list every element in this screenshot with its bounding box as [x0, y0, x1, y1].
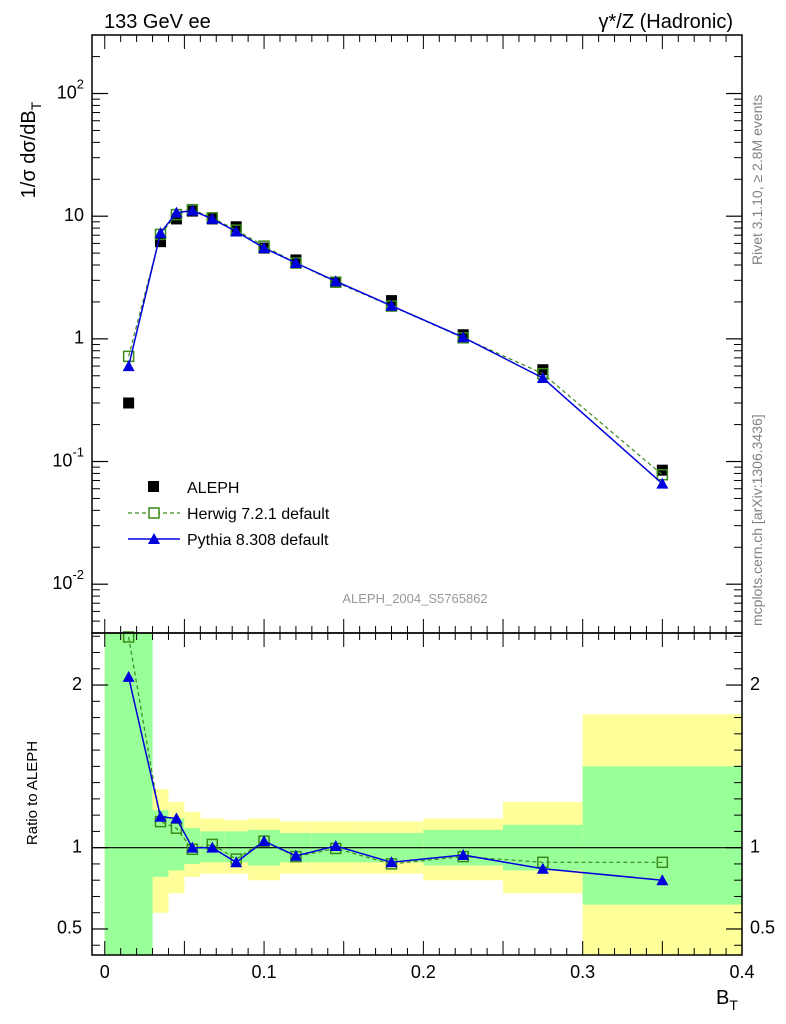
ratio-series-1-point-4 [206, 841, 219, 853]
main-panel-series [122, 203, 669, 489]
main-series-2-point-4 [206, 212, 219, 224]
main-series-2-point-1 [154, 226, 167, 238]
main-series-2-point-3 [186, 204, 199, 216]
main-series-2-point-9 [385, 299, 398, 311]
main-panel-ticks: 10-2 10-1 1 10 102 [52, 34, 743, 634]
ratio-inner-band-0 [104, 633, 153, 955]
main-series-2-point-0 [122, 360, 135, 372]
main-y-tick-label: 10-2 [52, 568, 84, 593]
main-series-2-point-6 [258, 242, 271, 254]
ratio-series-0-point-0 [122, 631, 135, 643]
ratio-y-tick-label-left: 2 [72, 674, 82, 694]
ratio-panel-series [122, 631, 669, 886]
main-y-tick-label: 1 [74, 328, 84, 348]
ratio-series-0-point-12 [656, 856, 669, 869]
x-tick-label: 0 [100, 962, 110, 982]
ratio-y-tick-label-right: 1 [750, 836, 760, 856]
main-series-0-point-1 [155, 236, 167, 248]
ratio-panel-frame [91, 632, 743, 956]
x-tick-label: 0.2 [411, 962, 436, 982]
main-series-2-point-12 [656, 477, 669, 489]
main-series-2-point-10 [457, 331, 470, 343]
rivet-version-label: Rivet 3.1.10, ≥ 2.8M events [749, 95, 765, 265]
main-y-tick-label: 10-1 [52, 445, 84, 470]
ratio-y-axis-label: Ratio to ALEPH [24, 741, 41, 845]
legend-herwig-label: Herwig 7.2.1 default [187, 506, 330, 523]
legend-herwig-marker [148, 507, 160, 519]
ratio-y-tick-label-left: 0.5 [57, 918, 82, 938]
main-series-2-point-8 [329, 275, 342, 287]
ratio-y-tick-label-right: 0.5 [750, 918, 775, 938]
ratio-series-1-point-3 [186, 841, 199, 853]
main-y-tick-label: 102 [57, 77, 84, 102]
x-tick-label: 0.1 [252, 962, 277, 982]
ratio-series-1-point-7 [289, 849, 302, 861]
ratio-series-1-point-12 [656, 874, 669, 886]
ratio-series-1-point-8 [329, 840, 342, 852]
plot-header-left: 133 GeV ee [104, 11, 211, 33]
plot-header-right: γ*/Z (Hadronic) [599, 11, 733, 33]
x-tick-label: 0.4 [729, 962, 754, 982]
x-axis-label: BT [716, 987, 738, 1013]
legend-pythia-marker [148, 533, 160, 544]
ratio-series-1-point-0 [122, 670, 135, 682]
main-y-axis-label: 1/σ dσ/dBT [18, 101, 44, 198]
main-y-tick-label: 10 [64, 205, 84, 225]
ratio-series-1-point-11 [536, 862, 549, 874]
main-series-1-line [128, 209, 663, 476]
legend-pythia-label: Pythia 8.308 default [187, 532, 329, 549]
analysis-id-label: ALEPH_2004_S5765862 [342, 591, 487, 606]
ratio-y-tick-label-right: 2 [750, 674, 760, 694]
ratio-series-1-point-6 [258, 835, 271, 847]
main-series-2-line [127, 209, 663, 485]
main-series-2-point-5 [230, 225, 243, 237]
ratio-inner-band-2 [168, 818, 185, 871]
ratio-panel-ticks: 0.5 0.5 1 1 2 2 0 0.1 0.2 0.3 0.4 [57, 633, 775, 982]
legend-aleph-label: ALEPH [187, 480, 239, 497]
main-series-0-point-0 [123, 397, 135, 409]
legend-aleph-marker [148, 481, 159, 492]
main-series-2-point-11 [536, 371, 549, 383]
ratio-series-1-point-10 [457, 848, 470, 860]
main-series-2-point-7 [289, 257, 302, 269]
main-series-2-point-2 [170, 206, 183, 218]
mcplots-label: mcplots.cern.ch [arXiv:1306.3436] [749, 414, 765, 626]
ratio-y-tick-label-left: 1 [72, 836, 82, 856]
header-process-symbol: γ*/Z [599, 11, 635, 33]
main-series-0-point-11 [537, 364, 549, 376]
ratio-series-1-point-9 [385, 856, 398, 868]
x-tick-label: 0.3 [570, 962, 595, 982]
ratio-series-1-point-1 [154, 810, 167, 822]
ratio-uncertainty-bands [104, 633, 742, 955]
header-process-text: (Hadronic) [634, 11, 733, 33]
legend: ALEPH Herwig 7.2.1 default Pythia 8.308 … [128, 480, 330, 549]
ratio-series-1-point-2 [170, 812, 183, 824]
ratio-series-1-point-5 [230, 856, 243, 868]
